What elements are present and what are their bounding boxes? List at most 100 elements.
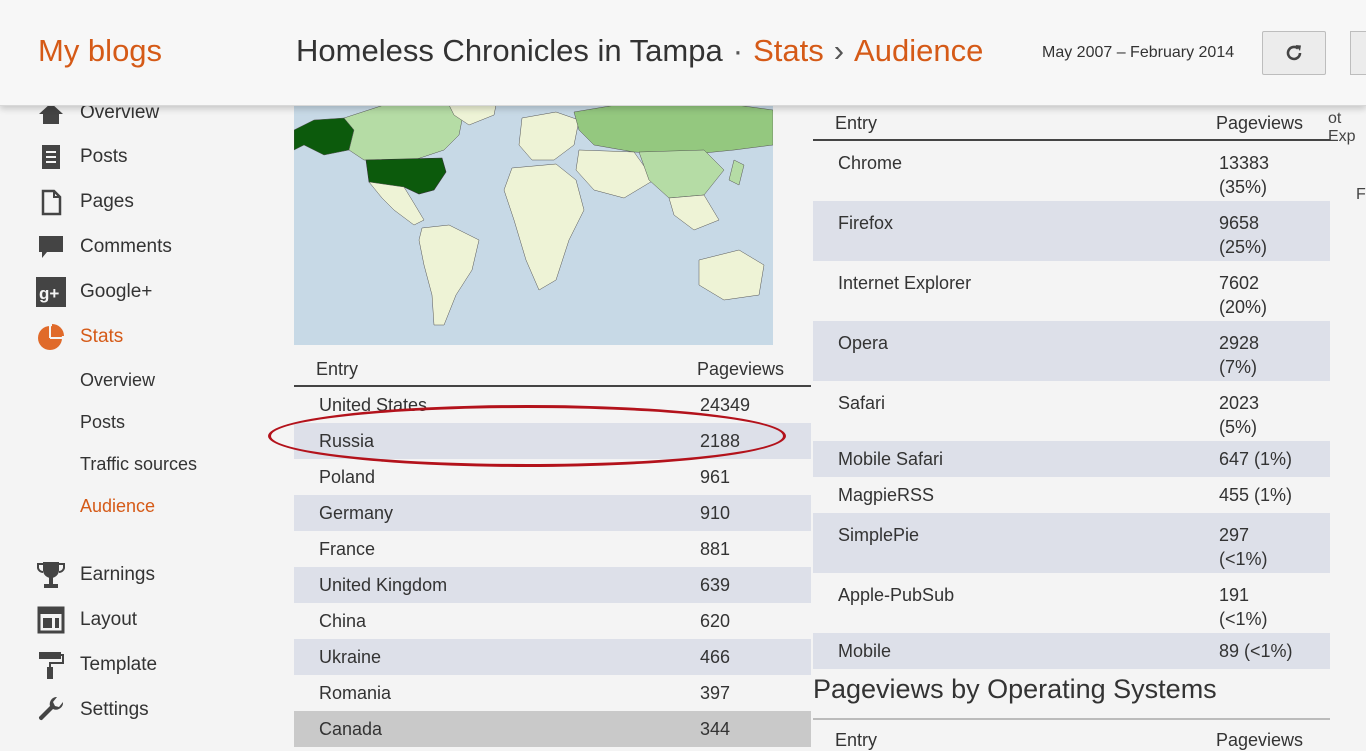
refresh-button[interactable]: [1262, 31, 1326, 75]
row-pageviews: 191 (<1%): [1219, 583, 1268, 631]
col-entry[interactable]: Entry: [835, 730, 878, 750]
breadcrumb-bullet: ·: [732, 33, 744, 68]
row-entry: Safari: [838, 393, 886, 413]
more-button[interactable]: [1350, 31, 1366, 75]
pageviews-percent: (7%): [1219, 357, 1258, 377]
row-pageviews: 24349: [700, 395, 751, 415]
pageviews-percent: (35%): [1219, 177, 1268, 197]
row-pageviews: 397: [700, 683, 731, 703]
row-entry: SimplePie: [838, 525, 920, 545]
row-pageviews: 961: [700, 467, 731, 487]
sidebar-item-posts[interactable]: Posts: [36, 142, 128, 172]
comments-icon: [36, 232, 66, 262]
pageviews-count: 297: [1219, 525, 1250, 545]
table-row[interactable]: Russia 2188: [294, 423, 811, 459]
breadcrumb-stats[interactable]: Stats: [753, 33, 824, 68]
row-entry: Germany: [319, 503, 394, 523]
table-row[interactable]: Poland 961: [294, 459, 811, 495]
my-blogs-link[interactable]: My blogs: [38, 33, 163, 68]
date-range[interactable]: May 2007 – February 2014: [1042, 44, 1235, 61]
sidebar-item-label: Layout: [80, 609, 138, 630]
stats-sub-overview[interactable]: Overview: [80, 370, 156, 390]
table-row[interactable]: Mobile Safari 647 (1%): [813, 441, 1330, 477]
sidebar-item-label: Google+: [80, 281, 153, 302]
sidebar-item-comments[interactable]: Comments: [36, 232, 172, 262]
table-row[interactable]: United States 24349: [294, 387, 811, 423]
table-row[interactable]: Opera 2928 (7%): [813, 321, 1330, 381]
pageviews-count: 191: [1219, 585, 1250, 605]
sidebar-item-template[interactable]: Template: [36, 650, 157, 680]
refresh-icon: [1286, 45, 1302, 61]
world-map[interactable]: [294, 90, 773, 345]
row-pageviews: 647 (1%): [1219, 449, 1293, 469]
table-row[interactable]: Safari 2023 (5%): [813, 381, 1330, 441]
row-entry: Russia: [319, 431, 375, 451]
table-row[interactable]: Chrome 13383 (35%): [813, 141, 1330, 201]
sidebar-item-settings[interactable]: Settings: [36, 695, 149, 725]
table-row[interactable]: Apple-PubSub 191 (<1%): [813, 573, 1330, 633]
sidebar-item-overview[interactable]: Overview: [36, 98, 159, 128]
sidebar: Overview Posts Pages Comments g+ Google+…: [0, 90, 270, 745]
top-header: My blogs Homeless Chronicles in Tampa · St…: [0, 0, 1366, 106]
table-row[interactable]: China 620: [294, 603, 811, 639]
sidebar-item-label: Settings: [80, 699, 149, 720]
row-pageviews: 344: [700, 719, 731, 739]
pageviews-percent: (20%): [1219, 297, 1268, 317]
table-row[interactable]: United Kingdom 639: [294, 567, 811, 603]
browsers-table: Entry Pageviews Chrome 13383 (35%) Firefox…: [813, 105, 1330, 669]
stats-sub-posts[interactable]: Posts: [80, 412, 126, 432]
col-entry[interactable]: Entry: [316, 359, 359, 379]
sidebar-item-layout[interactable]: Layout: [36, 605, 137, 635]
row-pageviews: 466: [700, 647, 731, 667]
breadcrumb-audience[interactable]: Audience: [854, 33, 984, 68]
col-entry[interactable]: Entry: [835, 113, 878, 133]
stats-sub-audience[interactable]: Audience: [80, 496, 156, 516]
col-pageviews[interactable]: Pageviews: [1216, 113, 1304, 133]
table-row[interactable]: Romania 397: [294, 675, 811, 711]
table-row[interactable]: SimplePie 297 (<1%): [813, 513, 1330, 573]
sidebar-item-earnings[interactable]: Earnings: [36, 560, 155, 590]
table-row[interactable]: Canada 344: [294, 711, 811, 747]
table-row[interactable]: MagpieRSS 455 (1%): [813, 477, 1330, 513]
pageviews-count: 2928: [1219, 333, 1260, 353]
row-entry: MagpieRSS: [838, 485, 935, 505]
sidebar-item-label: Comments: [80, 236, 172, 257]
posts-icon: [36, 142, 66, 172]
row-pageviews: 297 (<1%): [1219, 523, 1268, 571]
col-pageviews[interactable]: Pageviews: [1216, 730, 1304, 750]
trophy-icon: [36, 560, 66, 590]
paint-roller-icon: [36, 650, 66, 680]
row-entry: United States: [319, 395, 428, 415]
pageviews-percent: (5%): [1219, 417, 1258, 437]
row-entry: Poland: [319, 467, 376, 487]
table-row[interactable]: Firefox 9658 (25%): [813, 201, 1330, 261]
cutoff-label-f: F: [1356, 186, 1366, 203]
sidebar-item-stats[interactable]: Stats: [36, 322, 123, 352]
sidebar-item-label: Earnings: [80, 564, 155, 585]
row-pageviews: 13383 (35%): [1219, 151, 1269, 199]
world-map-graphic: [294, 90, 773, 345]
sidebar-item-googleplus[interactable]: g+ Google+: [36, 277, 152, 307]
pageviews-count: 7602: [1219, 273, 1260, 293]
sidebar-item-label: Overview: [80, 102, 160, 123]
row-pageviews: 639: [700, 575, 731, 595]
table-row[interactable]: France 881: [294, 531, 811, 567]
table-row[interactable]: Germany 910: [294, 495, 811, 531]
row-entry: Romania: [319, 683, 392, 703]
pageviews-count: 13383: [1219, 153, 1270, 173]
layout-icon: [36, 605, 66, 635]
blog-title[interactable]: Homeless Chronicles in Tampa: [296, 33, 723, 68]
row-pageviews: 881: [700, 539, 731, 559]
stats-sub-traffic-sources[interactable]: Traffic sources: [80, 454, 198, 474]
row-pageviews: 2188: [700, 431, 741, 451]
row-pageviews: 2023 (5%): [1219, 391, 1259, 439]
row-entry: China: [319, 611, 367, 631]
col-pageviews[interactable]: Pageviews: [697, 359, 785, 379]
table-row[interactable]: Mobile 89 (<1%): [813, 633, 1330, 669]
sidebar-item-label: Stats: [80, 326, 124, 347]
row-pageviews: 910: [700, 503, 731, 523]
row-pageviews: 455 (1%): [1219, 485, 1293, 505]
table-row[interactable]: Internet Explorer 7602 (20%): [813, 261, 1330, 321]
sidebar-item-pages[interactable]: Pages: [36, 187, 134, 217]
table-row[interactable]: Ukraine 466: [294, 639, 811, 675]
